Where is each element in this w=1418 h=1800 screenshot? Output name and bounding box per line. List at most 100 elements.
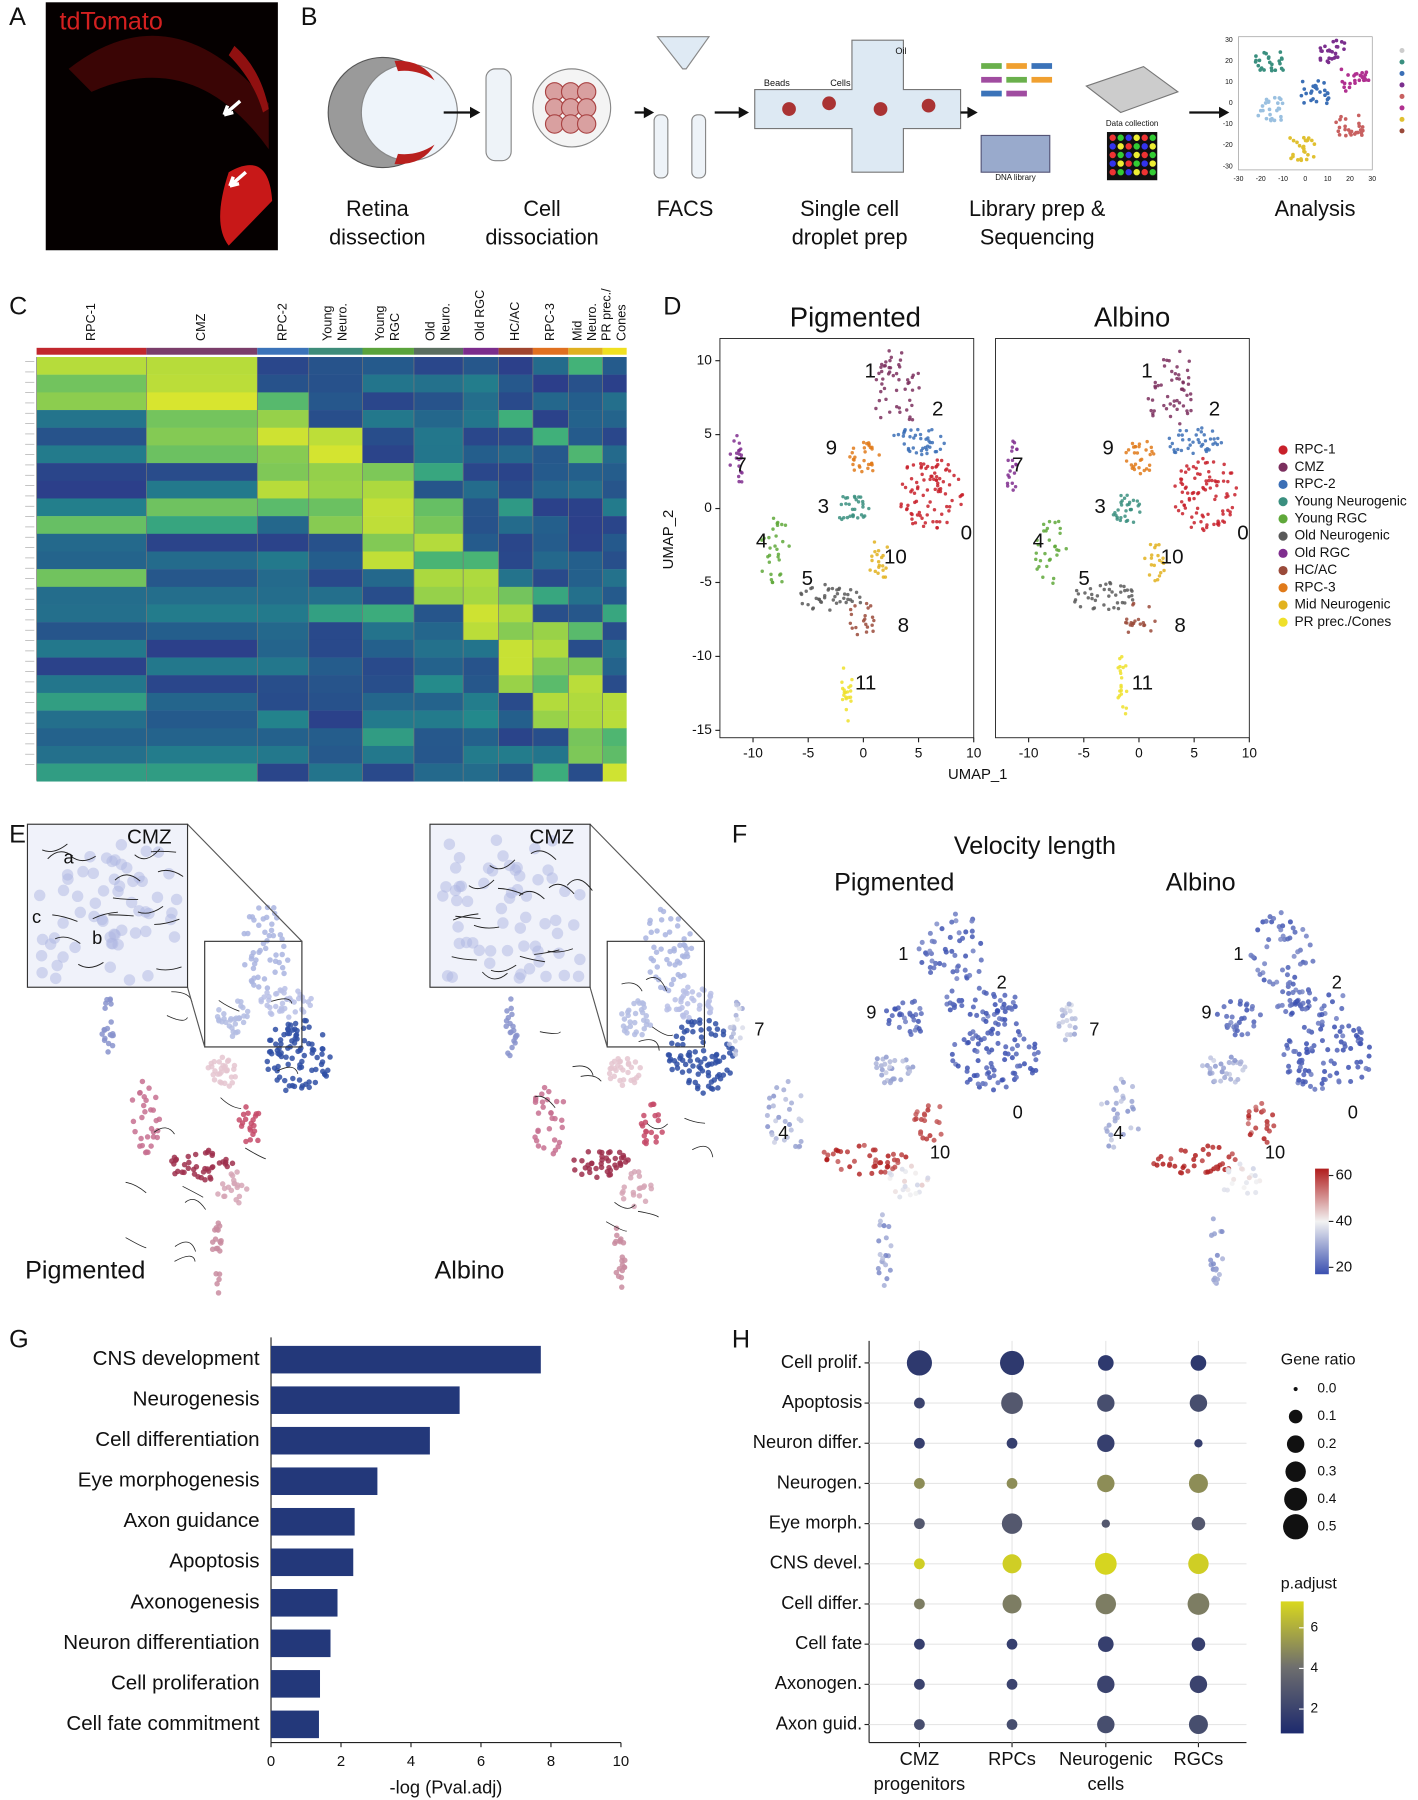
legend-label: Old RGC xyxy=(1294,545,1350,560)
dot xyxy=(914,1678,925,1690)
cell-dot xyxy=(799,592,804,597)
cell-dot xyxy=(886,372,891,376)
cell-dot xyxy=(929,958,935,964)
cell-dot xyxy=(939,926,945,932)
velocity-stream xyxy=(157,869,184,877)
cell-dot xyxy=(568,919,580,931)
cell-dot xyxy=(954,976,960,982)
cell-dot xyxy=(838,1166,844,1172)
step-label: FACS xyxy=(657,196,714,221)
heatmap-cell xyxy=(257,710,309,729)
cell-dot xyxy=(1170,378,1174,382)
heatmap-cell xyxy=(413,657,464,676)
cell-dot xyxy=(733,1051,739,1057)
cell-dot xyxy=(1241,1015,1247,1021)
cell-dot xyxy=(1104,1100,1110,1106)
cell-dot xyxy=(1293,1048,1299,1055)
tsne-dot xyxy=(1318,46,1323,50)
cell-dot xyxy=(917,386,921,390)
cell-dot xyxy=(873,1061,879,1067)
velocity-stream xyxy=(174,1241,196,1252)
cell-dot xyxy=(631,1000,637,1007)
y-tick-label: CNS development xyxy=(93,1347,260,1370)
cell-dot xyxy=(586,1165,593,1172)
cell-dot xyxy=(1157,542,1161,547)
cell-dot xyxy=(1202,433,1206,437)
signal xyxy=(1109,160,1116,167)
cell-dot xyxy=(844,1149,850,1155)
heatmap-cell xyxy=(362,392,414,411)
dot xyxy=(1189,1394,1208,1412)
cell-dot xyxy=(642,1119,649,1125)
cell-dot xyxy=(250,1117,256,1123)
velocity-stream xyxy=(150,850,177,853)
cell-dot xyxy=(867,506,871,511)
legend-dot xyxy=(1278,497,1288,507)
heatmap-cell xyxy=(413,463,464,481)
y-tick-label: 0 xyxy=(704,500,712,515)
cell-dot xyxy=(906,448,911,452)
cell-dot xyxy=(825,1152,831,1158)
x-axis-label: -log (Pval.adj) xyxy=(390,1776,503,1797)
cell-dot xyxy=(877,398,882,403)
cell-dot xyxy=(1221,519,1225,523)
cell-dot xyxy=(1261,1136,1267,1142)
cell-dot xyxy=(1177,401,1182,405)
signal xyxy=(1109,143,1116,150)
heatmap-cell xyxy=(602,604,627,623)
cell-dot xyxy=(609,1060,615,1067)
cell-dot xyxy=(769,572,773,577)
cell-dot xyxy=(632,1010,639,1017)
cell-dot xyxy=(1297,1057,1303,1064)
cell-dot xyxy=(216,1007,222,1013)
heatmap-cell xyxy=(413,357,464,375)
y-tick-label: -5 xyxy=(700,574,713,589)
cell-dot xyxy=(1155,1156,1161,1162)
cell-dot xyxy=(839,502,844,507)
cell-dot xyxy=(625,1069,631,1076)
cell-dot xyxy=(925,1107,931,1113)
cluster-bar xyxy=(257,347,309,355)
cell-dot xyxy=(1178,1147,1184,1153)
y-tick-label: 5 xyxy=(704,426,712,441)
heatmap-cell xyxy=(602,498,627,517)
cell-dot xyxy=(648,1129,655,1136)
cell-dot xyxy=(1124,519,1129,524)
tsne-dot xyxy=(1306,136,1311,140)
cell-dot xyxy=(1138,622,1143,626)
cell-dot xyxy=(276,1051,283,1058)
cell-dot xyxy=(884,1164,890,1170)
tsne-dot xyxy=(1330,57,1334,61)
cell-dot xyxy=(97,915,109,927)
cell-dot xyxy=(669,1040,675,1046)
cell-dot xyxy=(1187,467,1191,471)
cell-dot xyxy=(1261,977,1267,983)
cell-dot xyxy=(643,1021,650,1028)
cell-dot xyxy=(192,1151,199,1158)
cell-dot xyxy=(1003,1006,1009,1012)
cell-dot xyxy=(711,1077,718,1083)
heatmap-cell xyxy=(36,480,147,499)
cell-dot xyxy=(243,1104,249,1110)
tsne-legend-dot xyxy=(1399,116,1405,122)
cell-dot xyxy=(1156,553,1160,558)
tsne-tick: 10 xyxy=(1225,79,1233,86)
cell-dot xyxy=(903,428,907,432)
cell-dot xyxy=(879,362,884,367)
cell-dot xyxy=(881,377,885,381)
dot xyxy=(1190,1355,1207,1371)
cell-dot xyxy=(1212,522,1216,527)
cell-dot xyxy=(1207,478,1211,483)
tsne-dot xyxy=(1295,140,1299,145)
cell-dot xyxy=(879,415,883,420)
heatmap-cell xyxy=(568,480,603,499)
cell-dot xyxy=(767,560,772,564)
cell-dot xyxy=(926,504,930,508)
cell-dot xyxy=(840,686,845,691)
tsne-dot xyxy=(1278,97,1283,102)
cell-dot xyxy=(1233,1024,1239,1030)
cell-dot xyxy=(1114,1111,1120,1117)
tsne-tick: -30 xyxy=(1234,176,1244,183)
cell-dot xyxy=(1011,488,1015,492)
tsne-dot xyxy=(1280,101,1285,106)
